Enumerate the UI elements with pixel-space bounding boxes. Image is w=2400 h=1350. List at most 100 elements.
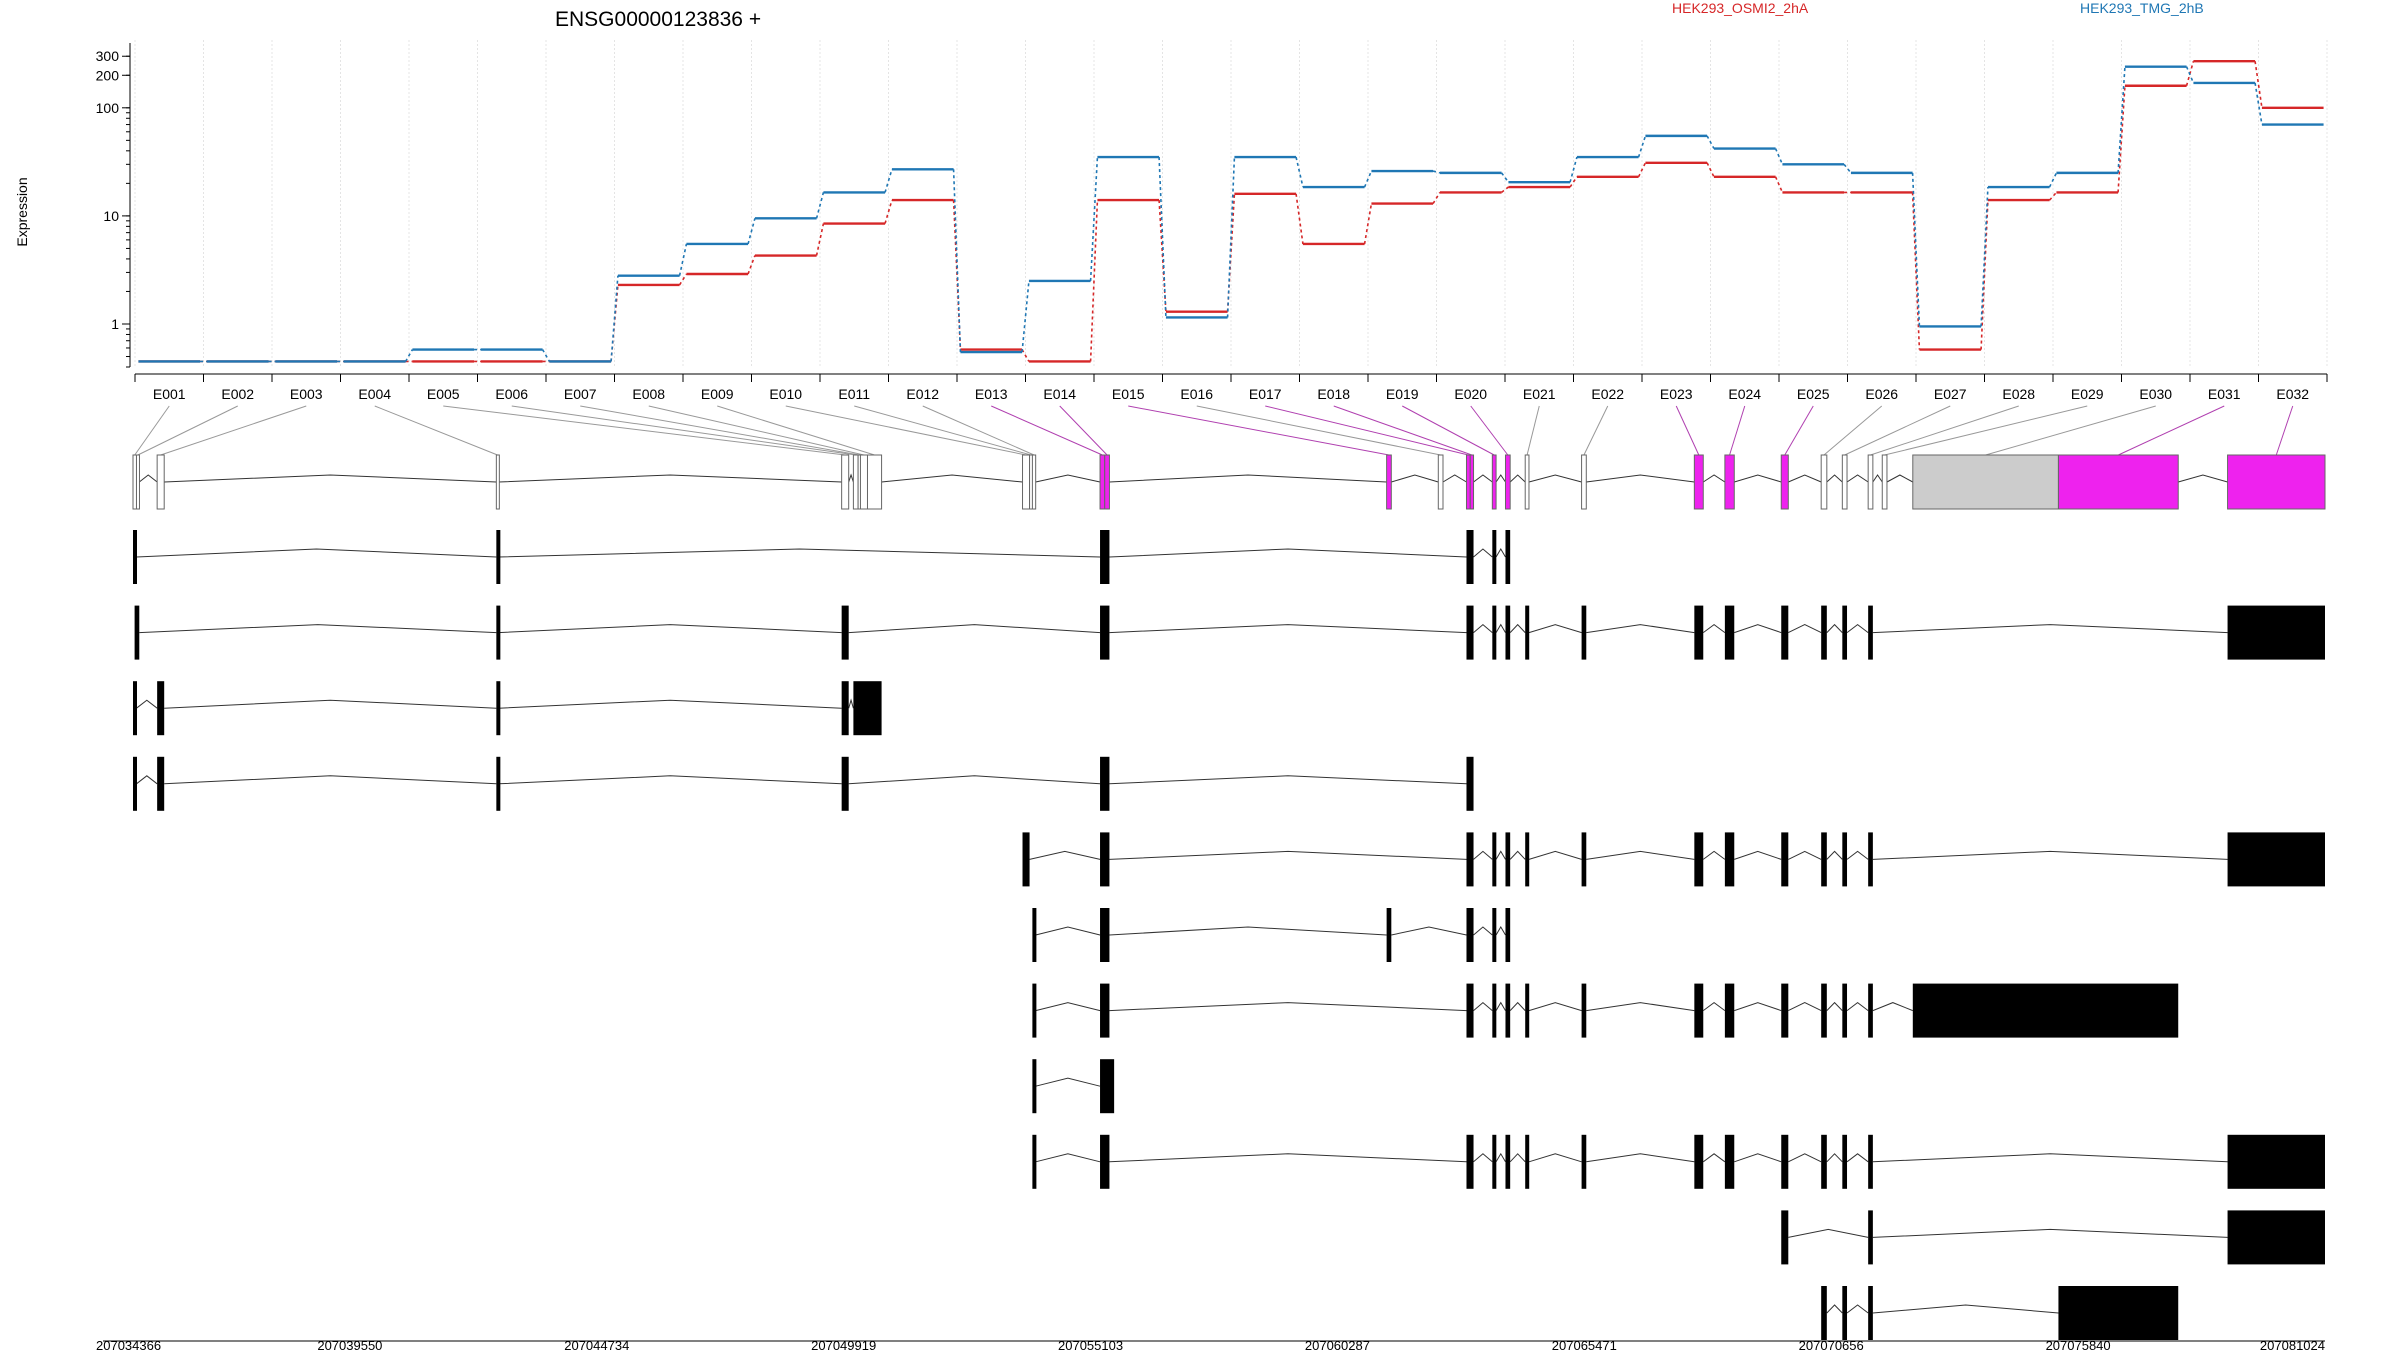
transcript-exon [1581, 983, 1587, 1038]
exon-connector [1884, 405, 2088, 456]
expression-series [138, 59, 2324, 363]
genomic-tick-label: 207044734 [564, 1338, 629, 1350]
exon-label: E018 [1317, 386, 1350, 402]
transcript-exon [1100, 530, 1110, 584]
exon-connector [922, 405, 1035, 456]
series-connector [1706, 135, 1715, 149]
transcript-intron [1826, 850, 1843, 860]
transcript-row [133, 530, 1511, 584]
transcript-intron [1035, 1153, 1101, 1163]
transcript-exon [1694, 1134, 1704, 1189]
transcript-intron [1495, 1152, 1506, 1163]
transcript-exon [1525, 983, 1530, 1038]
transcript-exon [1781, 832, 1789, 887]
genomic-tick-label: 207075840 [2046, 1338, 2111, 1350]
transcript-exon [1032, 1134, 1037, 1189]
exon-label: E019 [1386, 386, 1419, 402]
exon-label: E005 [427, 386, 460, 402]
series-connector [952, 200, 962, 350]
transcript-intron [848, 624, 1101, 634]
transcript-intron [1495, 1001, 1506, 1011]
transcript-intron [1109, 1153, 1467, 1163]
genomic-tick-label: 207081024 [2260, 1338, 2325, 1350]
genomic-tick-label: 207055103 [1058, 1338, 1123, 1350]
transcript-exon [1466, 605, 1474, 660]
transcript-exon [1724, 1134, 1735, 1189]
exon-block-E003 [156, 454, 165, 510]
transcript-exon [1100, 908, 1110, 962]
transcript-intron [1826, 623, 1843, 633]
transcript-exon [1492, 983, 1497, 1038]
transcript-intron [498, 699, 842, 709]
genomic-tick-label: 207065471 [1552, 1338, 1617, 1350]
transcript-intron [1826, 1304, 1843, 1314]
series-connector [1226, 157, 1236, 318]
transcript-exon [1525, 1134, 1530, 1189]
transcript-exon [1100, 832, 1110, 887]
transcript-exon [1842, 605, 1848, 660]
transcript-exon [853, 681, 882, 736]
transcript-intron [1473, 1001, 1493, 1011]
transcript-exon [1100, 756, 1110, 811]
exon-label: E014 [1043, 386, 1076, 402]
transcript-exon [1724, 983, 1735, 1038]
intron-line [1509, 474, 1526, 483]
transcript-exon [496, 605, 501, 660]
y-tick-label: 300 [96, 48, 120, 64]
exon-connector [854, 405, 1032, 456]
exon-block-E020 [1504, 454, 1511, 510]
transcript-exon [1868, 1286, 1873, 1340]
transcript-intron [1495, 850, 1506, 860]
y-axis-label: Expression [14, 177, 30, 246]
intron-line [164, 474, 497, 483]
transcript-exon [1842, 983, 1848, 1038]
transcript-exon [1581, 1134, 1587, 1189]
transcript-intron [164, 699, 497, 709]
exon-connector [717, 405, 875, 456]
series-connector [1569, 156, 1578, 183]
series-connector [1980, 200, 1989, 350]
exon-connector [1729, 405, 1746, 456]
exon-label: E006 [495, 386, 528, 402]
series-connector [1089, 157, 1099, 282]
transcript-intron [1035, 926, 1101, 936]
exon-block-E006 [852, 454, 859, 510]
transcript-row [133, 756, 1474, 811]
transcript-row [133, 681, 882, 736]
transcript-exon [1781, 1134, 1789, 1189]
exon-block-E005 [841, 454, 850, 510]
transcript-intron [1826, 1153, 1843, 1163]
transcript-intron [1872, 624, 2228, 634]
exon-label: E028 [2002, 386, 2035, 402]
transcript-exon [1100, 1059, 1115, 1114]
exon-label: E029 [2071, 386, 2104, 402]
series-connector [2254, 61, 2263, 108]
exon-label: E022 [1591, 386, 1624, 402]
exon-label: E031 [2208, 386, 2241, 402]
legend-entry-tmg: HEK293_TMG_2hB [2080, 0, 2204, 16]
transcript-row [1022, 832, 2325, 887]
transcript-intron [1702, 1153, 1726, 1163]
transcript-intron [1473, 548, 1493, 558]
transcript-exon [1466, 983, 1474, 1038]
transcript-intron [1846, 1304, 1869, 1314]
exon-connector [1196, 405, 1441, 456]
transcript-exon [1492, 832, 1497, 887]
transcript-exon [1694, 605, 1704, 660]
transcript-exon [157, 681, 165, 736]
transcript-exon [1492, 530, 1497, 584]
series-connector [1843, 163, 1852, 174]
transcript-intron [1109, 926, 1387, 936]
genomic-tick-label: 207039550 [317, 1338, 382, 1350]
intron-line [1528, 474, 1582, 483]
transcript-row [1032, 983, 2179, 1038]
genomic-tick-label: 207034366 [96, 1338, 161, 1350]
exon-block-E018 [1469, 454, 1475, 510]
vertical-gridlines [134, 40, 2328, 367]
series-connector [747, 218, 756, 245]
exon-label: E021 [1523, 386, 1556, 402]
exon-block-E008 [859, 454, 868, 510]
series-connector [404, 349, 414, 362]
exon-connector [580, 405, 860, 456]
